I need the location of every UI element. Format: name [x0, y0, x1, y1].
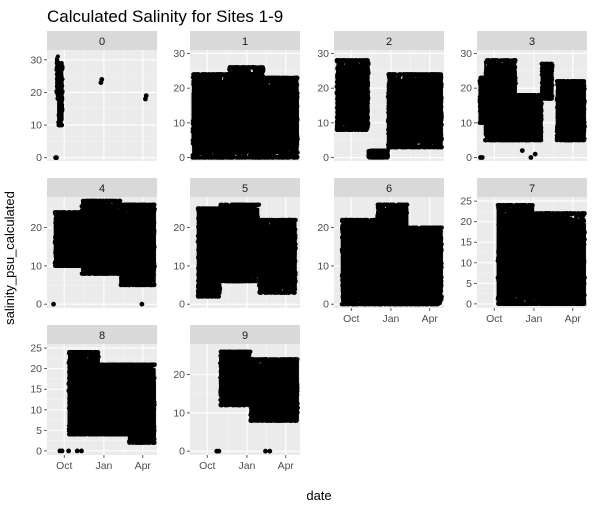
y-tick-label: 20 — [173, 83, 185, 95]
data-point — [99, 77, 105, 82]
y-axis-title: salinity_psu_calculated — [2, 191, 17, 325]
y-tick-label: 30 — [30, 54, 42, 66]
facet-strip-label: 0 — [99, 36, 105, 48]
y-tick-label: 10 — [173, 117, 185, 129]
y-tick-label: 0 — [36, 152, 42, 164]
facet-strip — [47, 31, 157, 50]
data-points — [53, 54, 149, 161]
data-point — [218, 72, 223, 77]
facet-strip-label: 2 — [386, 36, 392, 48]
data-point — [203, 155, 208, 160]
data-point — [143, 93, 149, 99]
y-tick-label: 0 — [179, 152, 185, 164]
data-point — [227, 65, 233, 70]
x-axis-title: date — [306, 488, 331, 503]
data-points — [190, 65, 300, 160]
plot-background — [47, 50, 157, 161]
data-point — [267, 75, 272, 80]
y-tick-label: 20 — [317, 83, 329, 95]
data-point — [344, 127, 349, 132]
data-point — [357, 58, 362, 64]
y-tick-label: 20 — [30, 87, 42, 99]
facet-panel-0: 0 0 10 20 30 — [30, 31, 157, 164]
chart-title: Calculated Salinity for Sites 1-9 — [47, 7, 283, 26]
data-point — [54, 155, 59, 161]
facet-strip — [190, 31, 300, 50]
y-tick-label: 10 — [317, 117, 329, 129]
y-tick-label: 10 — [30, 120, 42, 132]
y-tick-label: 30 — [173, 48, 185, 60]
facet-panels: 0010203010102030201020303010203040102050… — [30, 31, 587, 472]
y-tick-label: 0 — [323, 152, 329, 164]
data-point — [286, 155, 291, 160]
data-point — [428, 145, 433, 150]
facet-strip-label: 1 — [242, 36, 248, 48]
y-tick-label: 30 — [317, 48, 329, 60]
